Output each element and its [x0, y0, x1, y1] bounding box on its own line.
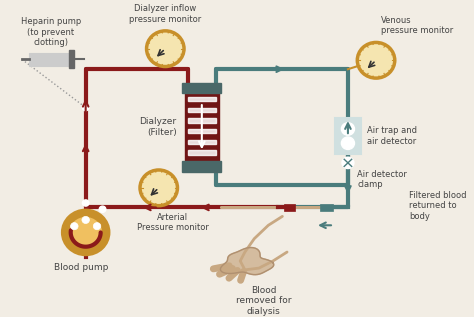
Circle shape: [71, 223, 78, 230]
Text: Blood pump: Blood pump: [54, 263, 108, 272]
Bar: [335, 118, 361, 154]
Bar: [69, 50, 73, 68]
Bar: [182, 161, 221, 172]
Circle shape: [140, 170, 177, 206]
Text: Heparin pump
(to prevent
clotting): Heparin pump (to prevent clotting): [21, 17, 81, 47]
Circle shape: [82, 104, 89, 111]
Circle shape: [357, 42, 395, 78]
Bar: [188, 140, 216, 144]
Circle shape: [99, 206, 106, 212]
Bar: [320, 204, 333, 211]
Text: Dialyzer
(Filter): Dialyzer (Filter): [139, 118, 176, 137]
Circle shape: [341, 137, 355, 150]
Circle shape: [67, 215, 104, 250]
Text: Venous
pressure monitor: Venous pressure monitor: [381, 16, 453, 35]
Bar: [188, 129, 216, 133]
Circle shape: [93, 223, 101, 230]
Polygon shape: [220, 248, 274, 275]
Bar: [188, 97, 216, 101]
Text: Dialyzer inflow
pressure monitor: Dialyzer inflow pressure monitor: [129, 4, 201, 24]
Bar: [29, 53, 72, 66]
Text: Blood
removed for
dialysis: Blood removed for dialysis: [236, 286, 292, 316]
Text: Arterial
Pressure monitor: Arterial Pressure monitor: [137, 213, 209, 232]
Text: Filtered blood
returned to
body: Filtered blood returned to body: [409, 191, 466, 221]
Bar: [284, 204, 295, 211]
Bar: [182, 83, 221, 93]
Bar: [188, 150, 216, 155]
Circle shape: [341, 123, 355, 135]
Circle shape: [146, 31, 184, 67]
Bar: [185, 92, 219, 163]
Circle shape: [82, 200, 89, 206]
Bar: [188, 118, 216, 123]
Text: Air detector
clamp: Air detector clamp: [357, 170, 407, 189]
Bar: [188, 107, 216, 112]
Circle shape: [342, 158, 354, 168]
Circle shape: [82, 217, 90, 223]
Text: Air trap and
air detector: Air trap and air detector: [367, 126, 417, 146]
